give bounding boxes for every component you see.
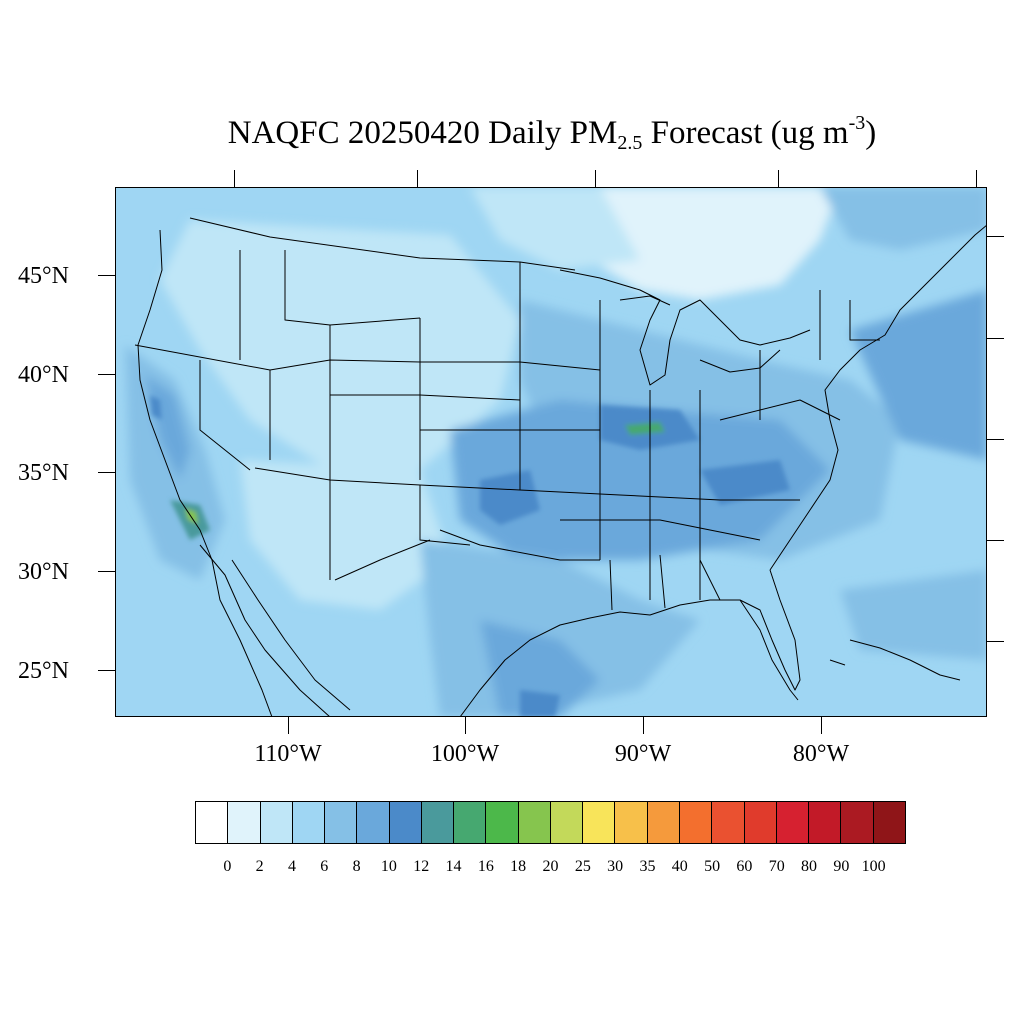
colorbar-label: 20 (542, 858, 559, 875)
colorbar-swatch (808, 802, 841, 843)
colorbar-swatch (872, 802, 905, 843)
lon-label-110w: 110°W (254, 741, 322, 767)
tick-top (234, 170, 235, 187)
colorbar-swatch (227, 802, 260, 843)
tick-right (987, 236, 1004, 237)
colorbar-swatch (582, 802, 615, 843)
lon-label-90w: 90°W (614, 741, 672, 767)
colorbar-swatch (711, 802, 744, 843)
colorbar-label: 0 (223, 858, 232, 875)
colorbar-swatch (291, 802, 325, 843)
colorbar-label: 60 (736, 858, 753, 875)
tick-bottom (288, 717, 289, 734)
colorbar-label: 80 (801, 858, 818, 875)
coastlines-and-borders (134, 217, 987, 717)
tick-left (98, 472, 115, 473)
colorbar-swatch (485, 802, 518, 843)
colorbar-swatch (840, 802, 873, 843)
colorbar-label: 10 (380, 858, 397, 875)
tick-top (417, 170, 418, 187)
tick-top (976, 170, 977, 187)
colorbar-swatch (775, 802, 809, 843)
colorbar-legend (195, 801, 906, 844)
colorbar-label: 14 (445, 858, 462, 875)
tick-bottom (821, 717, 822, 734)
colorbar-swatch (517, 802, 550, 843)
colorbar-label: 2 (255, 858, 264, 875)
colorbar-label: 6 (320, 858, 329, 875)
tick-right (987, 338, 1004, 339)
tick-right (987, 439, 1004, 440)
colorbar-label: 70 (768, 858, 785, 875)
colorbar-swatch (196, 802, 228, 843)
colorbar-swatch (549, 802, 583, 843)
lat-label-35n: 35°N (18, 460, 69, 486)
colorbar-label: 100 (861, 858, 886, 875)
colorbar-swatch (388, 802, 421, 843)
colorbar-label: 12 (413, 858, 430, 875)
tick-left (98, 374, 115, 375)
lat-label-30n: 30°N (18, 559, 69, 585)
colorbar-label: 40 (671, 858, 688, 875)
map-title: NAQFC 20250420 Daily PM2.5 Forecast (ug … (227, 112, 877, 154)
lat-label-45n: 45°N (18, 263, 69, 289)
colorbar-swatch (743, 802, 776, 843)
lon-label-100w: 100°W (430, 741, 500, 767)
tick-right (987, 540, 1004, 541)
colorbar-swatch (420, 802, 454, 843)
tick-left (98, 275, 115, 276)
colorbar-label: 50 (704, 858, 721, 875)
lon-label-80w: 80°W (792, 741, 850, 767)
us-canada-border (189, 217, 576, 271)
colorbar-label: 18 (510, 858, 527, 875)
colorbar-label: 25 (574, 858, 591, 875)
colorbar-swatch (324, 802, 357, 843)
colorbar-swatch (259, 802, 292, 843)
tick-top (778, 170, 779, 187)
pm25-forecast-map (115, 187, 987, 717)
colorbar-swatch (356, 802, 389, 843)
colorbar-label: 8 (352, 858, 361, 875)
colorbar-label: 30 (607, 858, 624, 875)
tick-bottom (465, 717, 466, 734)
tick-left (98, 571, 115, 572)
tick-top (595, 170, 596, 187)
colorbar-swatch (614, 802, 647, 843)
colorbar-swatch (678, 802, 712, 843)
colorbar-label: 4 (287, 858, 296, 875)
colorbar-swatch (646, 802, 679, 843)
tick-left (98, 670, 115, 671)
lat-label-40n: 40°N (18, 362, 69, 388)
colorbar-label: 90 (833, 858, 850, 875)
tick-right (987, 641, 1004, 642)
colorbar-label: 35 (639, 858, 656, 875)
colorbar-swatch (453, 802, 486, 843)
tick-bottom (643, 717, 644, 734)
colorbar-label: 16 (477, 858, 494, 875)
lat-label-25n: 25°N (18, 658, 69, 684)
west-coastline (137, 229, 273, 717)
